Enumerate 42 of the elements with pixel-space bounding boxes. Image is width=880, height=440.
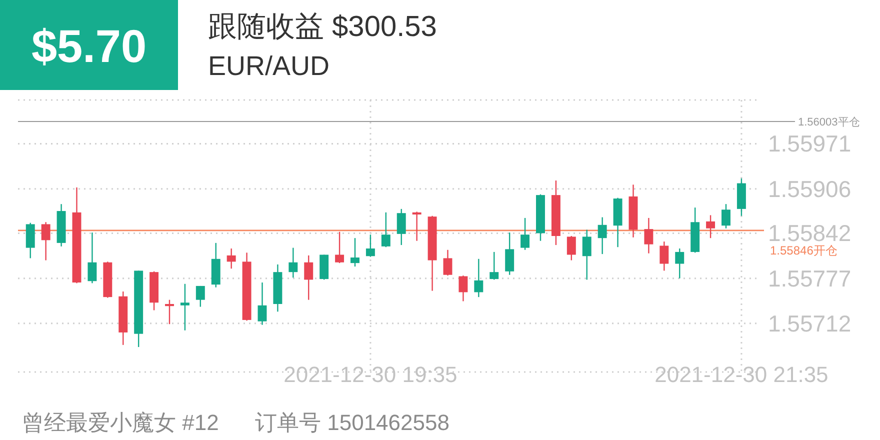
x-tick-label: 2021-12-30 19:35 bbox=[284, 362, 458, 387]
candlestick bbox=[366, 234, 375, 258]
candlestick bbox=[722, 203, 730, 229]
candlestick bbox=[443, 249, 452, 276]
badge: $5.70 bbox=[0, 0, 178, 90]
candlestick bbox=[396, 208, 406, 246]
candlestick bbox=[335, 231, 344, 264]
candlestick bbox=[582, 229, 592, 280]
candlestick bbox=[520, 217, 530, 250]
candlestick bbox=[304, 254, 314, 300]
candlestick bbox=[165, 299, 174, 325]
y-tick-label: 1.55906 bbox=[768, 176, 852, 202]
candlestick bbox=[88, 232, 97, 284]
candlestick bbox=[350, 237, 360, 268]
candlestick bbox=[566, 235, 576, 261]
candlestick bbox=[505, 232, 514, 276]
text: 订单号 1501462558 bbox=[255, 410, 450, 435]
candlestick bbox=[706, 214, 716, 239]
candlestick bbox=[41, 222, 50, 261]
text: 曾经最爱小魔女 #12 bbox=[22, 410, 219, 435]
candlestick bbox=[675, 248, 684, 279]
y-tick-label: 1.55712 bbox=[768, 310, 852, 336]
candlestick bbox=[660, 240, 669, 272]
candlestick bbox=[381, 212, 390, 248]
ref-line-label: 1.56003平仓 bbox=[798, 116, 860, 129]
y-tick-label: 1.55777 bbox=[768, 265, 852, 292]
candlestick bbox=[458, 274, 468, 302]
candlestick bbox=[288, 247, 298, 278]
x-tick-label: 2021-12-30 21:35 bbox=[654, 362, 828, 387]
chart-title: 跟随收益 $300.53 bbox=[208, 11, 437, 43]
candlestick bbox=[474, 258, 484, 298]
candlestick bbox=[258, 282, 267, 326]
chart-subtitle: EUR/AUD bbox=[208, 51, 330, 81]
candlestick bbox=[26, 222, 35, 259]
candlestick bbox=[598, 216, 607, 255]
candlestick bbox=[226, 248, 236, 270]
candlestick bbox=[196, 285, 205, 308]
candlestick bbox=[180, 283, 190, 331]
candlestick bbox=[644, 217, 654, 254]
candlestick bbox=[490, 251, 499, 280]
y-tick-label: 1.55971 bbox=[768, 130, 852, 157]
candlestick bbox=[412, 211, 422, 242]
